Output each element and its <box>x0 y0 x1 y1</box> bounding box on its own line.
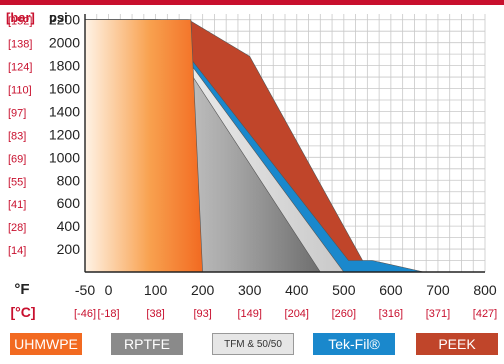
x-tick-label-celsius: [204] <box>285 308 309 320</box>
y-axis-labels: 2200 [152] 2000 [138] 1800 [124] 1600 [110] 1400… <box>8 12 80 257</box>
y-tick-label-bar: [124] <box>8 62 32 74</box>
y-tick-label-bar: [152] <box>8 16 32 28</box>
y-tick-label-bar: [14] <box>8 245 26 257</box>
x-tick-label-fahrenheit: 700 <box>426 282 450 298</box>
x-tick-label-fahrenheit: 600 <box>379 282 403 298</box>
legend-item-uhmwpe: UHMWPE <box>10 333 82 355</box>
legend-item-tfm: TFM & 50/50 <box>212 333 294 355</box>
x-tick-label-celsius: [260] <box>332 308 356 320</box>
legend-item-rptfe: RPTFE <box>111 333 183 355</box>
y-tick-label-bar: [41] <box>8 199 26 211</box>
x-tick-label-fahrenheit: -50 <box>75 282 95 298</box>
x-tick-label-fahrenheit: 100 <box>144 282 168 298</box>
y-tick-label-bar: [110] <box>8 85 32 97</box>
chart-axes <box>84 14 485 273</box>
x-tick-label-fahrenheit: 800 <box>473 282 497 298</box>
pressure-temperature-chart: 2200[152]2000[138]1800[124]1600[110]1400… <box>6 10 497 320</box>
chart-legend: UHMWPE RPTFE TFM & 50/50 Tek-Fil® PEEK <box>0 333 504 359</box>
legend-item-peek: PEEK <box>416 333 498 355</box>
legend-item-tekfil: Tek-Fil® <box>313 333 395 355</box>
y-unit-psi: psi <box>49 10 68 25</box>
y-tick-label-psi: 1600 <box>49 81 80 97</box>
x-tick-label-fahrenheit: 0 <box>105 282 113 298</box>
y-tick-label-bar: [28] <box>8 222 26 234</box>
chart-areas <box>84 19 425 273</box>
x-tick-label-celsius: [93] <box>193 308 211 320</box>
y-unit-bar: [bar] <box>6 10 35 25</box>
y-tick-label-psi: 2200 <box>49 12 80 28</box>
x-tick-label-celsius: [149] <box>237 308 261 320</box>
x-tick-label-fahrenheit: 500 <box>332 282 356 298</box>
area-uhmwpe <box>84 19 203 273</box>
y-tick-label-psi: 600 <box>57 195 81 211</box>
x-tick-label-celsius: [371] <box>426 308 450 320</box>
x-unit-celsius: [°C] <box>10 304 35 320</box>
y-tick-label-psi: 1200 <box>49 126 80 142</box>
y-tick-label-psi: 800 <box>57 172 81 188</box>
x-tick-label-celsius: [-46] <box>74 308 96 320</box>
x-tick-label-fahrenheit: 200 <box>191 282 215 298</box>
x-tick-label-celsius: [427] <box>473 308 497 320</box>
x-tick-label-celsius: [38] <box>146 308 164 320</box>
y-tick-label-bar: [83] <box>8 130 26 142</box>
y-tick-label-bar: [138] <box>8 39 32 51</box>
y-tick-label-psi: 2000 <box>49 35 80 51</box>
x-unit-fahrenheit: °F <box>14 281 29 298</box>
x-tick-label-celsius: [316] <box>379 308 403 320</box>
y-tick-label-psi: 200 <box>57 241 81 257</box>
y-tick-label-bar: [55] <box>8 176 26 188</box>
top-accent-bar <box>0 0 504 5</box>
x-axis-labels: -50 [-46] 0 [-18] 100 [38] 200 [93] 300 [149] 400 [… <box>74 282 497 320</box>
y-tick-label-bar: [97] <box>8 107 26 119</box>
y-tick-label-psi: 1400 <box>49 103 80 119</box>
y-tick-label-psi: 400 <box>57 218 81 234</box>
y-tick-label-psi: 1800 <box>49 58 80 74</box>
x-tick-label-fahrenheit: 300 <box>238 282 262 298</box>
x-tick-label-fahrenheit: 400 <box>285 282 309 298</box>
y-tick-label-psi: 1000 <box>49 149 80 165</box>
x-tick-label-celsius: [-18] <box>98 308 120 320</box>
y-tick-label-bar: [69] <box>8 153 26 165</box>
